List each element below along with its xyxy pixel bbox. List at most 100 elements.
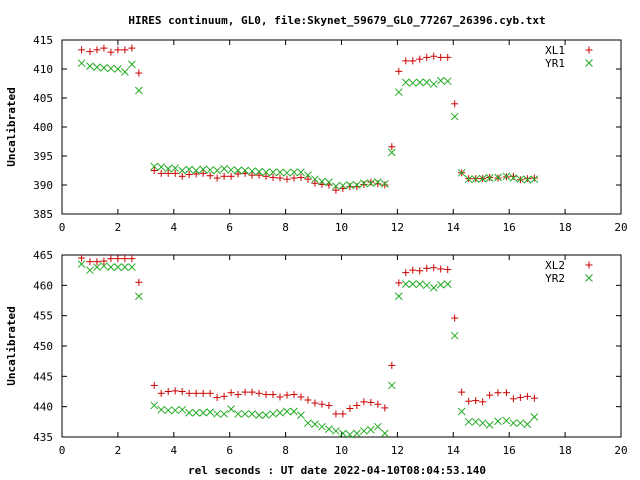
data-point	[318, 400, 326, 408]
legend-label: YR2	[545, 272, 565, 285]
data-point	[199, 389, 207, 397]
data-point	[408, 280, 417, 288]
x-tick-label: 12	[391, 221, 404, 234]
data-point	[523, 175, 531, 183]
data-point	[283, 391, 291, 399]
data-point	[297, 168, 305, 177]
data-point	[121, 255, 129, 263]
data-point	[443, 280, 452, 288]
data-point	[485, 421, 494, 429]
data-point	[387, 381, 396, 390]
data-point	[450, 112, 459, 121]
x-tick-label: 18	[558, 221, 571, 234]
data-point	[457, 168, 466, 177]
data-point	[339, 429, 347, 438]
data-point	[164, 169, 172, 177]
data-point	[206, 172, 214, 180]
data-point	[486, 391, 494, 399]
data-point	[502, 389, 510, 397]
data-point	[150, 162, 159, 171]
y-tick-label: 390	[33, 179, 53, 192]
y-tick-label: 465	[33, 249, 53, 262]
data-point	[311, 399, 319, 407]
data-point	[283, 407, 291, 416]
data-point	[464, 417, 473, 426]
data-point	[472, 397, 480, 405]
x-tick-label: 6	[226, 221, 233, 234]
data-point	[388, 143, 396, 151]
data-point	[304, 396, 312, 404]
x-tick-label: 20	[614, 221, 627, 234]
data-point	[262, 391, 270, 399]
data-point	[530, 394, 538, 402]
data-point	[93, 46, 101, 54]
data-point	[269, 173, 277, 181]
data-point	[523, 175, 532, 184]
data-point	[206, 389, 214, 397]
data-point	[157, 389, 165, 397]
data-point	[283, 168, 291, 177]
top-panel: 0 2 4 6 8 10 12 14 16 18 20 385 390 395 400 405 410 415 Un…	[5, 34, 628, 234]
data-point	[248, 167, 256, 175]
data-point	[360, 179, 368, 188]
legend-marker	[585, 59, 593, 67]
x-tick-label: 4	[170, 221, 177, 234]
data-point	[234, 410, 242, 418]
data-point	[437, 265, 445, 273]
x-tick-label: 10	[335, 444, 348, 457]
data-point	[530, 174, 538, 182]
data-point	[220, 164, 228, 173]
data-point	[86, 48, 94, 56]
data-point	[346, 181, 354, 189]
data-point	[494, 417, 502, 426]
data-point	[353, 401, 361, 409]
data-point	[429, 283, 438, 292]
data-point	[276, 168, 284, 177]
data-point	[339, 181, 347, 190]
data-point	[311, 179, 319, 187]
data-point	[332, 182, 340, 191]
data-point	[283, 175, 291, 183]
x-tick-label: 12	[391, 444, 404, 457]
data-point	[478, 174, 487, 183]
data-point	[290, 391, 298, 399]
x-tick-label: 4	[170, 444, 177, 457]
x-tick-label: 2	[115, 444, 122, 457]
x-tick-label: 0	[59, 444, 66, 457]
data-point	[86, 62, 94, 70]
x-tick-label: 8	[282, 221, 289, 234]
data-point	[241, 166, 249, 175]
y-tick-label: 445	[33, 370, 53, 383]
data-point	[192, 166, 201, 175]
data-point	[451, 314, 459, 322]
x-tick-label: 0	[59, 221, 66, 234]
data-point	[423, 53, 431, 61]
plot-frame	[61, 254, 622, 438]
data-point	[429, 80, 438, 88]
data-point	[415, 78, 424, 87]
y-tick-label: 415	[33, 34, 53, 47]
data-point	[157, 163, 166, 171]
data-point	[100, 262, 108, 270]
data-point	[269, 391, 277, 399]
data-point	[192, 389, 200, 397]
data-point	[304, 171, 312, 179]
data-point	[114, 46, 122, 54]
data-point	[325, 425, 333, 433]
data-point	[150, 167, 158, 174]
data-point	[227, 389, 235, 397]
data-point	[502, 172, 511, 181]
data-point	[128, 255, 136, 263]
data-point	[409, 57, 417, 65]
data-point	[213, 410, 221, 418]
series-yr1	[77, 59, 539, 191]
data-point	[234, 166, 242, 175]
legend-marker	[585, 261, 593, 269]
y-tick-label: 395	[33, 150, 53, 163]
x-tick-label: 2	[115, 221, 122, 234]
data-point	[509, 419, 518, 427]
data-point	[290, 407, 298, 416]
data-point	[128, 60, 136, 69]
data-point	[436, 280, 445, 289]
y-tick-label: 405	[33, 92, 53, 105]
